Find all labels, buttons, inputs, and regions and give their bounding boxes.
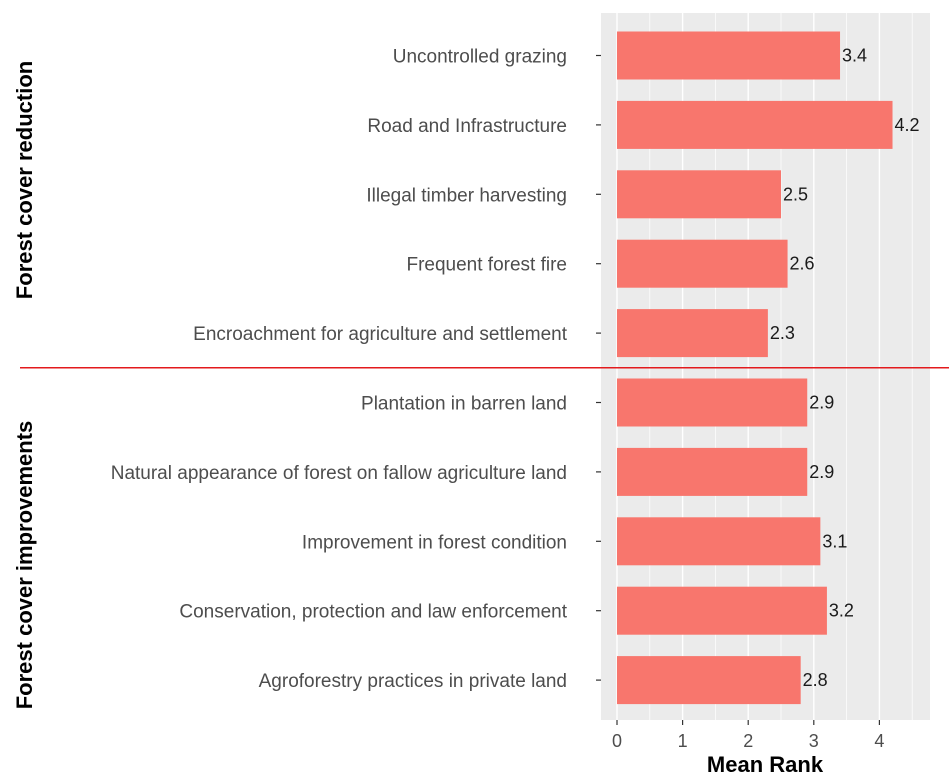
category-label: Frequent forest fire <box>406 255 567 276</box>
x-axis-title: Mean Rank <box>707 752 824 776</box>
value-label: 2.6 <box>790 254 815 274</box>
value-label: 2.5 <box>783 184 808 204</box>
value-label: 3.2 <box>829 601 854 621</box>
bar <box>617 170 781 219</box>
category-label: Improvement in forest condition <box>302 532 567 553</box>
bar <box>617 517 821 566</box>
category-labels: Uncontrolled grazing Road and Infrastruct… <box>111 47 568 693</box>
category-label: Natural appearance of forest on fallow a… <box>111 463 567 484</box>
y-tick-marks <box>596 54 601 681</box>
bar <box>617 309 768 358</box>
category-label: Agroforestry practices in private land <box>259 671 567 692</box>
category-label: Encroachment for agriculture and settlem… <box>193 324 568 345</box>
bar <box>617 378 808 427</box>
bar <box>617 586 827 635</box>
bar <box>617 447 808 496</box>
value-label: 4.2 <box>895 115 920 135</box>
value-label: 2.9 <box>809 393 834 413</box>
category-label: Plantation in barren land <box>361 394 567 415</box>
bar <box>617 31 841 80</box>
value-label: 2.9 <box>809 462 834 482</box>
category-label: Illegal timber harvesting <box>366 185 567 206</box>
bar <box>617 239 788 288</box>
category-label: Conservation, protection and law enforce… <box>179 602 567 623</box>
bar <box>617 656 801 705</box>
value-label: 2.3 <box>770 323 795 343</box>
x-tick-label: 2 <box>743 731 753 751</box>
group-label-improvements: Forest cover improvements <box>12 421 37 710</box>
value-label: 2.8 <box>803 670 828 690</box>
group-label-reduction: Forest cover reduction <box>12 61 37 299</box>
value-label: 3.1 <box>822 531 847 551</box>
category-label: Uncontrolled grazing <box>393 47 567 68</box>
x-tick-label: 4 <box>874 731 884 751</box>
bars: 3.4 4.2 2.5 2.6 2.3 2.9 2.9 3.1 3.2 2.8 <box>617 31 920 705</box>
x-axis: 0 1 2 3 4 <box>612 720 884 751</box>
category-label: Road and Infrastructure <box>367 116 567 137</box>
bar <box>617 100 893 149</box>
value-label: 3.4 <box>842 46 867 66</box>
x-tick-label: 3 <box>809 731 819 751</box>
x-tick-label: 0 <box>612 731 622 751</box>
x-tick-label: 1 <box>678 731 688 751</box>
